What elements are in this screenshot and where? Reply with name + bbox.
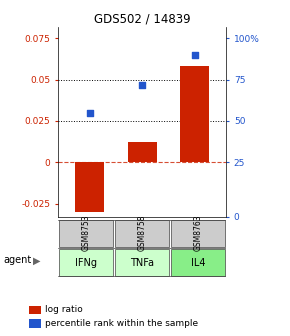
Bar [59, 249, 113, 276]
Bar [115, 249, 169, 276]
Bar [171, 249, 225, 276]
Text: ▶: ▶ [32, 255, 40, 265]
Text: GSM8753: GSM8753 [81, 214, 90, 251]
Text: agent: agent [3, 255, 31, 265]
Text: GSM8758: GSM8758 [137, 214, 147, 251]
Title: GDS502 / 14839: GDS502 / 14839 [94, 13, 191, 26]
Bar [59, 220, 113, 247]
Point [140, 82, 144, 87]
Text: GSM8763: GSM8763 [194, 214, 203, 251]
Text: IFNg: IFNg [75, 257, 97, 267]
Text: log ratio: log ratio [45, 305, 83, 314]
Text: IL4: IL4 [191, 257, 205, 267]
Text: TNFa: TNFa [130, 257, 154, 267]
Point [87, 110, 92, 115]
Point [192, 52, 197, 58]
Bar [75, 162, 104, 212]
Bar [128, 142, 157, 162]
Bar [171, 220, 225, 247]
Bar [115, 220, 169, 247]
Text: percentile rank within the sample: percentile rank within the sample [45, 319, 198, 328]
Bar [180, 67, 209, 162]
